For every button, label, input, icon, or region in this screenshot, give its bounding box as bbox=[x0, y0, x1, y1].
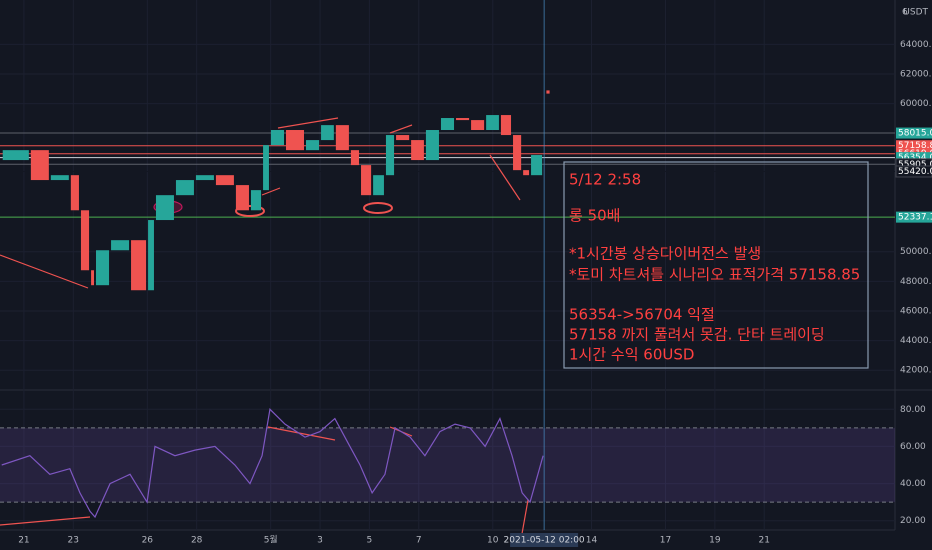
trendline bbox=[489, 154, 521, 201]
x-tick-label: 10 bbox=[487, 536, 499, 546]
candle bbox=[286, 130, 304, 151]
trendline bbox=[261, 187, 281, 196]
trendline bbox=[277, 117, 339, 129]
y-tick-label: 60000.00 bbox=[900, 99, 932, 109]
candle bbox=[373, 175, 384, 196]
candle bbox=[131, 240, 147, 291]
candle bbox=[305, 140, 320, 151]
y-tick-label: 48000.00 bbox=[900, 277, 932, 287]
currency: USDT bbox=[903, 8, 928, 18]
annotation-box bbox=[563, 161, 869, 369]
candle bbox=[486, 115, 499, 131]
x-tick-label: 28 bbox=[191, 536, 203, 546]
y-tick-label: 62000.00 bbox=[900, 70, 932, 80]
candle bbox=[513, 135, 522, 171]
price-badge bbox=[896, 211, 932, 223]
price-badge-label: 56354.00 bbox=[898, 153, 932, 163]
dot bbox=[546, 90, 550, 94]
y-tick-label: 44000.00 bbox=[900, 336, 932, 346]
candle bbox=[523, 170, 530, 176]
candle bbox=[321, 125, 334, 141]
trendline bbox=[0, 254, 89, 289]
y-tick-label: 50000.00 bbox=[900, 247, 932, 257]
candle bbox=[91, 270, 95, 286]
price-badge bbox=[896, 127, 932, 139]
x-tick-label: 5월 bbox=[264, 534, 278, 546]
x-tick-label: 21 bbox=[758, 536, 769, 546]
scale-mode: 6 bbox=[902, 8, 908, 18]
candle bbox=[456, 118, 470, 121]
price-badge-label: 52337.13 bbox=[898, 213, 932, 223]
price-badge-label: 55905.00 bbox=[898, 160, 932, 170]
marker bbox=[363, 202, 393, 214]
price-badge bbox=[896, 152, 932, 164]
annotation-line: *토미 차트셔틀 시나리오 표적가격 57158.85 bbox=[569, 266, 860, 284]
candle bbox=[335, 125, 349, 151]
cursor-label: 2021-05-12 02:00 bbox=[504, 536, 585, 546]
candle bbox=[270, 130, 285, 146]
y2-tick-label: 80.00 bbox=[900, 405, 926, 415]
price-badge-label: 55420.00 bbox=[898, 167, 932, 177]
price-badge-label: 58015.00 bbox=[898, 129, 932, 139]
candle bbox=[215, 175, 234, 186]
candle bbox=[155, 195, 174, 221]
x-tick-label: 26 bbox=[142, 536, 154, 546]
rsi-line bbox=[1, 408, 544, 519]
x-tick-label: 17 bbox=[660, 536, 671, 546]
candle bbox=[425, 130, 439, 161]
y2-tick-label: 40.00 bbox=[900, 479, 926, 489]
candle bbox=[396, 135, 410, 141]
cursor-badge bbox=[510, 533, 579, 547]
candle bbox=[148, 220, 154, 291]
candle bbox=[111, 240, 130, 251]
y2-tick-label: 20.00 bbox=[900, 516, 926, 526]
annotation-line: 57158 까지 풀려서 못감. 단타 트레이딩 bbox=[569, 326, 825, 344]
candle bbox=[385, 135, 395, 176]
price-badge bbox=[895, 165, 932, 178]
candle bbox=[440, 118, 455, 131]
x-tick-label: 23 bbox=[68, 536, 79, 546]
candle bbox=[263, 145, 269, 191]
candle bbox=[531, 155, 543, 176]
trendline bbox=[389, 124, 413, 134]
candle bbox=[50, 175, 69, 181]
candle bbox=[411, 140, 424, 161]
x-tick-label: 14 bbox=[586, 536, 598, 546]
annotation-line: 5/12 2:58 bbox=[569, 171, 641, 189]
rsi-band bbox=[0, 427, 895, 503]
annotation-line: *1시간봉 상승다이버전스 발생 bbox=[569, 245, 761, 263]
marker bbox=[235, 205, 265, 217]
candle bbox=[175, 180, 194, 196]
annotation-line: 56354->56704 익절 bbox=[569, 306, 715, 324]
candle bbox=[350, 150, 360, 166]
price-badge bbox=[896, 140, 932, 152]
annotation-line: 1시간 수익 60USD bbox=[569, 346, 694, 364]
candle bbox=[70, 175, 79, 211]
candle bbox=[2, 150, 29, 161]
x-tick-label: 19 bbox=[709, 536, 721, 546]
y-tick-label: 46000.00 bbox=[900, 306, 932, 316]
candle bbox=[250, 190, 262, 211]
candle bbox=[500, 115, 512, 136]
y-tick-label: 42000.00 bbox=[900, 366, 932, 376]
trendline bbox=[0, 516, 91, 526]
candle bbox=[195, 175, 214, 181]
x-tick-label: 7 bbox=[416, 536, 422, 546]
trendline bbox=[267, 426, 336, 441]
y2-tick-label: 60.00 bbox=[900, 442, 926, 452]
x-tick-label: 5 bbox=[367, 536, 373, 546]
candle bbox=[80, 210, 90, 271]
candle bbox=[361, 165, 372, 196]
x-tick-label: 21 bbox=[18, 536, 29, 546]
x-tick-label: 3 bbox=[317, 536, 323, 546]
candle bbox=[30, 150, 49, 181]
price-badge-label: 57158.85 bbox=[898, 141, 932, 151]
candle bbox=[471, 120, 485, 131]
y-tick-label: 64000.00 bbox=[900, 40, 932, 50]
annotation-line: 롱 50배 bbox=[569, 207, 620, 225]
candle bbox=[96, 250, 110, 286]
candle bbox=[235, 185, 249, 211]
